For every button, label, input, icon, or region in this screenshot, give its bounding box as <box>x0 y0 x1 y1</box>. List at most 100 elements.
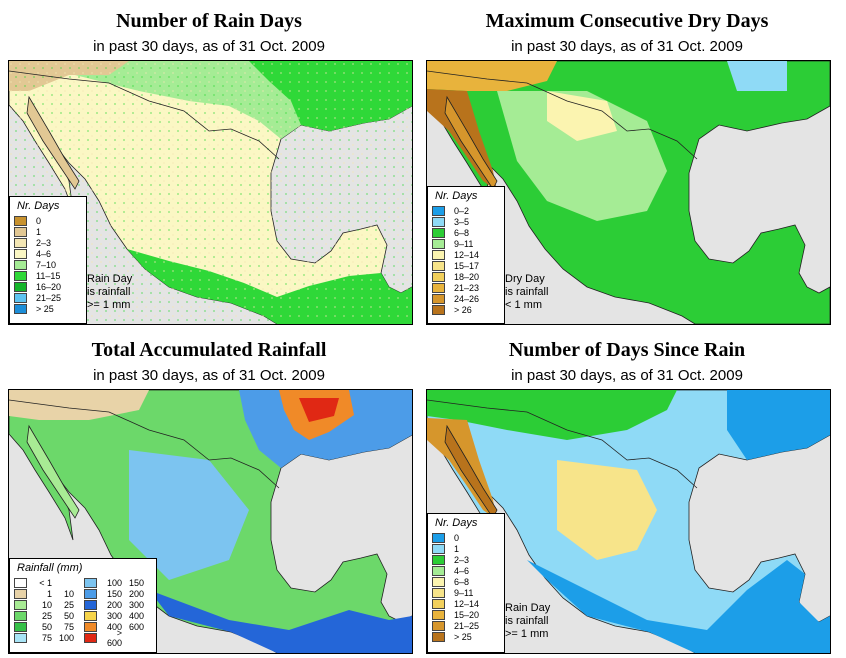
days-since-rain-panel: Number of Days Since Rain in past 30 day… <box>418 329 836 654</box>
legend-column-left: < 1 1 10 10 25 25 50 50 75 75 100 <box>14 577 74 643</box>
legend-label: 12–14 <box>454 598 480 609</box>
legend-entry: 7–10 <box>14 259 82 270</box>
legend-entry: 75 100 <box>14 632 74 643</box>
legend-swatch <box>14 599 27 610</box>
legend-swatch <box>432 554 445 565</box>
note-line: is rainfall <box>505 615 549 627</box>
central-wet <box>129 450 249 580</box>
legend-swatch <box>432 238 445 249</box>
legend-entry: 3–5 <box>432 216 500 227</box>
legend-range-high: 150 <box>128 577 144 588</box>
heavy-rain-core <box>299 398 339 422</box>
legend-swatch <box>84 599 97 610</box>
note-line: is rainfall <box>87 286 131 298</box>
legend-label: 6–8 <box>454 227 470 238</box>
legend-swatch <box>432 532 445 543</box>
legend-label: 0 <box>36 215 42 226</box>
legend-label: 21–25 <box>36 292 62 303</box>
legend-entry: 50 75 <box>14 621 74 632</box>
accumulated-rainfall-panel: Total Accumulated Rainfall in past 30 da… <box>0 329 418 654</box>
panel-subtitle: in past 30 days, as of 31 Oct. 2009 <box>93 367 325 384</box>
legend-swatch <box>84 577 97 588</box>
north-dry <box>427 61 557 91</box>
legend-entry: 400 600 <box>84 621 144 632</box>
legend-entry: > 600 <box>84 628 144 648</box>
legend-entry: 2–3 <box>14 237 82 248</box>
legend-label: 4–6 <box>36 248 52 259</box>
legend-swatch <box>432 205 445 216</box>
legend-entry: 12–14 <box>432 249 500 260</box>
yellow-zone <box>547 91 617 141</box>
map-canvas <box>9 61 412 324</box>
legend-swatch <box>84 588 97 599</box>
south-blue <box>527 560 830 653</box>
legend-swatch <box>14 281 27 292</box>
legend-label: 16–20 <box>36 281 62 292</box>
legend-swatch <box>432 271 445 282</box>
baja-coast <box>26 424 80 519</box>
note-line: is rainfall <box>505 286 549 298</box>
note-line: Rain Day <box>505 602 551 614</box>
map-canvas <box>9 390 412 653</box>
legend-swatch <box>432 587 445 598</box>
panel-subtitle: in past 30 days, as of 31 Oct. 2009 <box>511 38 743 55</box>
days-since-rain-map: Nr. Days 0 1 2–3 4–6 6–8 9–11 12–14 15–20 21–25 >… <box>426 389 831 654</box>
panel-title: Number of Days Since Rain <box>508 339 746 361</box>
legend-label: 2–3 <box>454 554 470 565</box>
legend-entry: 11–15 <box>14 270 82 281</box>
legend-swatch <box>14 577 27 588</box>
legend-swatch <box>432 216 445 227</box>
legend-range-high: 75 <box>63 621 74 632</box>
legend-label: 18–20 <box>454 271 480 282</box>
legend-range-high: 600 <box>128 621 144 632</box>
legend-entry: 15–17 <box>432 260 500 271</box>
legend-label: 2–3 <box>36 237 52 248</box>
legend-swatch <box>14 621 27 632</box>
legend-range-low: 25 <box>41 610 52 621</box>
legend-range-low: 50 <box>41 621 52 632</box>
rain-days-map: Nr. Days 0 1 2–3 4–6 7–10 11–15 16–20 21–25 > 25… <box>8 60 413 325</box>
legend-label: 4–6 <box>454 565 470 576</box>
legend: Nr. Days 0 1 2–3 4–6 6–8 9–11 12–14 15–20 21–25 >… <box>427 513 505 653</box>
legend-swatch <box>14 588 27 599</box>
legend-entry: 300 400 <box>84 610 144 621</box>
legend-rows: 0 1 2–3 4–6 6–8 9–11 12–14 15–20 21–25 > 25 <box>432 532 500 642</box>
legend-label: 7–10 <box>36 259 57 270</box>
legend-title: Nr. Days <box>435 517 478 529</box>
border-us-mexico <box>427 399 698 489</box>
legend-label: 15–20 <box>454 609 480 620</box>
legend-entry: > 25 <box>432 631 500 642</box>
legend-entry: 6–8 <box>432 227 500 238</box>
legend-swatch <box>14 303 27 314</box>
legend-swatch <box>84 610 97 621</box>
legend-swatch <box>14 259 27 270</box>
panel-title: Number of Rain Days <box>116 10 302 32</box>
legend-range-low: > 600 <box>106 627 122 648</box>
legend: Nr. Days 0 1 2–3 4–6 7–10 11–15 16–20 21–25 > 25 <box>9 196 87 324</box>
legend-title: Nr. Days <box>435 190 478 202</box>
legend-swatch <box>432 631 445 642</box>
legend-swatch <box>14 632 27 643</box>
legend-entry: 9–11 <box>432 587 500 598</box>
legend-entry: 21–25 <box>432 620 500 631</box>
legend-rows: 0–2 3–5 6–8 9–11 12–14 15–17 18–20 21–23 24–26 > … <box>432 205 500 315</box>
northwest-dry <box>9 390 149 420</box>
legend-entry: > 26 <box>432 304 500 315</box>
legend-entry: 0 <box>14 215 82 226</box>
legend-entry: 4–6 <box>14 248 82 259</box>
legend-label: 21–23 <box>454 282 480 293</box>
legend-swatch <box>432 609 445 620</box>
note-line: Rain Day <box>87 273 133 285</box>
legend-title: Rainfall (mm) <box>17 562 83 574</box>
note-line: >= 1 mm <box>87 299 131 311</box>
legend-range-high: 300 <box>128 599 144 610</box>
legend-entry: 21–23 <box>432 282 500 293</box>
panel-title: Total Accumulated Rainfall <box>91 339 327 361</box>
legend-swatch <box>84 632 97 643</box>
legend-range-high: 10 <box>63 588 74 599</box>
legend-range-low: 150 <box>106 588 122 599</box>
legend-label: 9–11 <box>454 238 474 249</box>
legend-entry: 10 25 <box>14 599 74 610</box>
legend-column-right: 100 150 150 200 200 300 300 400 400 600 > 600 <box>84 577 144 648</box>
legend-swatch <box>432 576 445 587</box>
